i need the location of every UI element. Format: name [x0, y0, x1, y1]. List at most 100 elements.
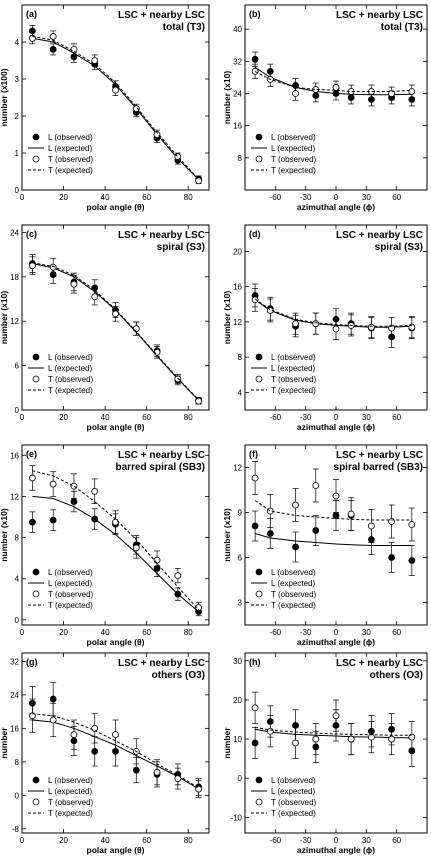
- legend-label: T (observed): [271, 590, 317, 599]
- x-tick-label: 30: [362, 413, 371, 422]
- chart-subtitle: spiral (S3): [157, 242, 205, 253]
- y-tick-label: 0: [15, 406, 20, 415]
- x-axis-label: polar angle (θ): [87, 845, 145, 855]
- series-line-dashed: [254, 500, 412, 521]
- series-line-dashed: [32, 35, 199, 180]
- data-point-open: [70, 46, 78, 53]
- data-point-open: [91, 57, 99, 64]
- legend-marker-filled: [32, 776, 40, 784]
- legend-label: L (observed): [271, 568, 316, 577]
- chart-panel-4: -60 -30 0 30 60 4 8 12 16 20 azimuthal angle (ϕ) nu…: [222, 224, 428, 432]
- y-tick-label: 16: [10, 451, 19, 460]
- x-tick-label: 60: [142, 836, 151, 845]
- data-point-open: [132, 105, 140, 112]
- data-point-filled: [312, 527, 320, 534]
- y-tick-label: 24: [10, 691, 19, 700]
- y-tick-label: 30: [233, 657, 242, 666]
- chart-subtitle: barred spiral (SB3): [116, 462, 205, 473]
- y-tick-label: 0: [15, 616, 20, 625]
- data-point-open: [388, 90, 396, 97]
- series-line-dashed: [255, 726, 412, 736]
- data-point-open: [251, 296, 259, 304]
- chart-subtitle: others (O3): [152, 670, 205, 681]
- x-tick-label: -30: [300, 413, 312, 422]
- legend-marker-filled: [255, 353, 263, 361]
- x-tick-label: -60: [270, 628, 282, 637]
- data-point-open: [312, 735, 320, 743]
- chart-title: LSC + nearby LSC: [118, 230, 205, 241]
- y-tick-label: 24: [10, 228, 19, 237]
- x-tick-label: -60: [270, 836, 282, 845]
- data-point-filled: [251, 522, 259, 530]
- legend-label: T (expected): [271, 386, 316, 395]
- data-point-open: [153, 131, 161, 138]
- y-axis-label: number (x10): [222, 71, 232, 125]
- x-tick-label: 30: [362, 628, 371, 637]
- y-tick-label: 3: [15, 75, 20, 84]
- y-tick-label: 12: [10, 317, 19, 326]
- data-point-open: [132, 325, 140, 333]
- series-line-dashed: [32, 470, 199, 610]
- x-tick-label: 0: [334, 193, 339, 202]
- data-point-open: [332, 84, 340, 91]
- data-point-open: [195, 604, 203, 611]
- chart-title: LSC + nearby LSC: [118, 658, 205, 669]
- legend-label: T (expected): [48, 809, 93, 818]
- x-tick-label: 0: [334, 836, 339, 845]
- chart-panel-6: -60 -30 0 30 60 3 6 9 12 azimuthal angle (ϕ) numbe…: [222, 444, 428, 647]
- x-tick-label: -30: [300, 628, 312, 637]
- x-tick-label: 60: [142, 193, 151, 202]
- data-point-filled: [49, 516, 57, 524]
- legend-marker-open: [255, 798, 263, 806]
- y-axis-label: number (x10): [222, 291, 232, 345]
- data-point-filled: [70, 498, 78, 505]
- series-line-solid: [32, 495, 199, 612]
- data-point-open: [292, 739, 299, 747]
- data-point-filled: [132, 766, 140, 774]
- legend-marker-filled: [32, 353, 40, 361]
- series-line-solid: [255, 728, 412, 739]
- legend-label: T (expected): [271, 601, 316, 610]
- y-tick-label: -10: [230, 813, 242, 822]
- data-point-filled: [292, 543, 299, 551]
- y-tick-label: 18: [10, 273, 19, 282]
- data-point-open: [367, 733, 375, 741]
- legend-label: L (expected): [271, 579, 316, 588]
- data-point-open: [251, 67, 259, 75]
- x-tick-label: 0: [20, 193, 25, 202]
- y-tick-label: 2: [15, 112, 20, 121]
- data-point-open: [332, 325, 340, 333]
- x-tick-label: 60: [392, 193, 401, 202]
- series-line-solid: [254, 533, 412, 546]
- x-axis-label: azimuthal angle (ϕ): [297, 845, 375, 855]
- plot-frame: [21, 4, 210, 191]
- x-axis-label: azimuthal angle (ϕ): [297, 422, 375, 432]
- chart-subtitle: spiral barred (SB3): [334, 462, 423, 473]
- chart-title: LSC + nearby LSC: [336, 230, 423, 241]
- data-point-open: [195, 785, 203, 793]
- data-point-open: [195, 177, 203, 185]
- chart-panel-5: 0 20 40 60 80 0 4 8 12 16 polar angle (θ) number (x…: [0, 444, 210, 647]
- chart-subtitle: total (T3): [163, 22, 205, 33]
- data-point-open: [70, 280, 78, 288]
- x-tick-label: 20: [59, 836, 68, 845]
- y-tick-label: 10: [233, 735, 242, 744]
- x-tick-label: 0: [20, 836, 25, 845]
- x-tick-label: 60: [142, 628, 151, 637]
- x-tick-label: 80: [184, 193, 193, 202]
- data-point-open: [91, 293, 99, 301]
- legend-label: L (expected): [271, 144, 316, 153]
- series-line-dashed: [32, 713, 199, 789]
- y-tick-label: 4: [15, 575, 20, 584]
- data-point-filled: [28, 518, 36, 526]
- y-tick-label: 0: [15, 791, 20, 800]
- data-point-open: [28, 34, 36, 42]
- legend-marker-open: [32, 798, 40, 806]
- data-point-open: [292, 501, 299, 509]
- y-tick-label: -8: [12, 825, 20, 834]
- data-point-open: [347, 510, 355, 518]
- data-point-open: [28, 474, 36, 482]
- x-tick-label: 0: [334, 628, 339, 637]
- data-point-open: [367, 323, 375, 331]
- data-point-open: [112, 731, 119, 739]
